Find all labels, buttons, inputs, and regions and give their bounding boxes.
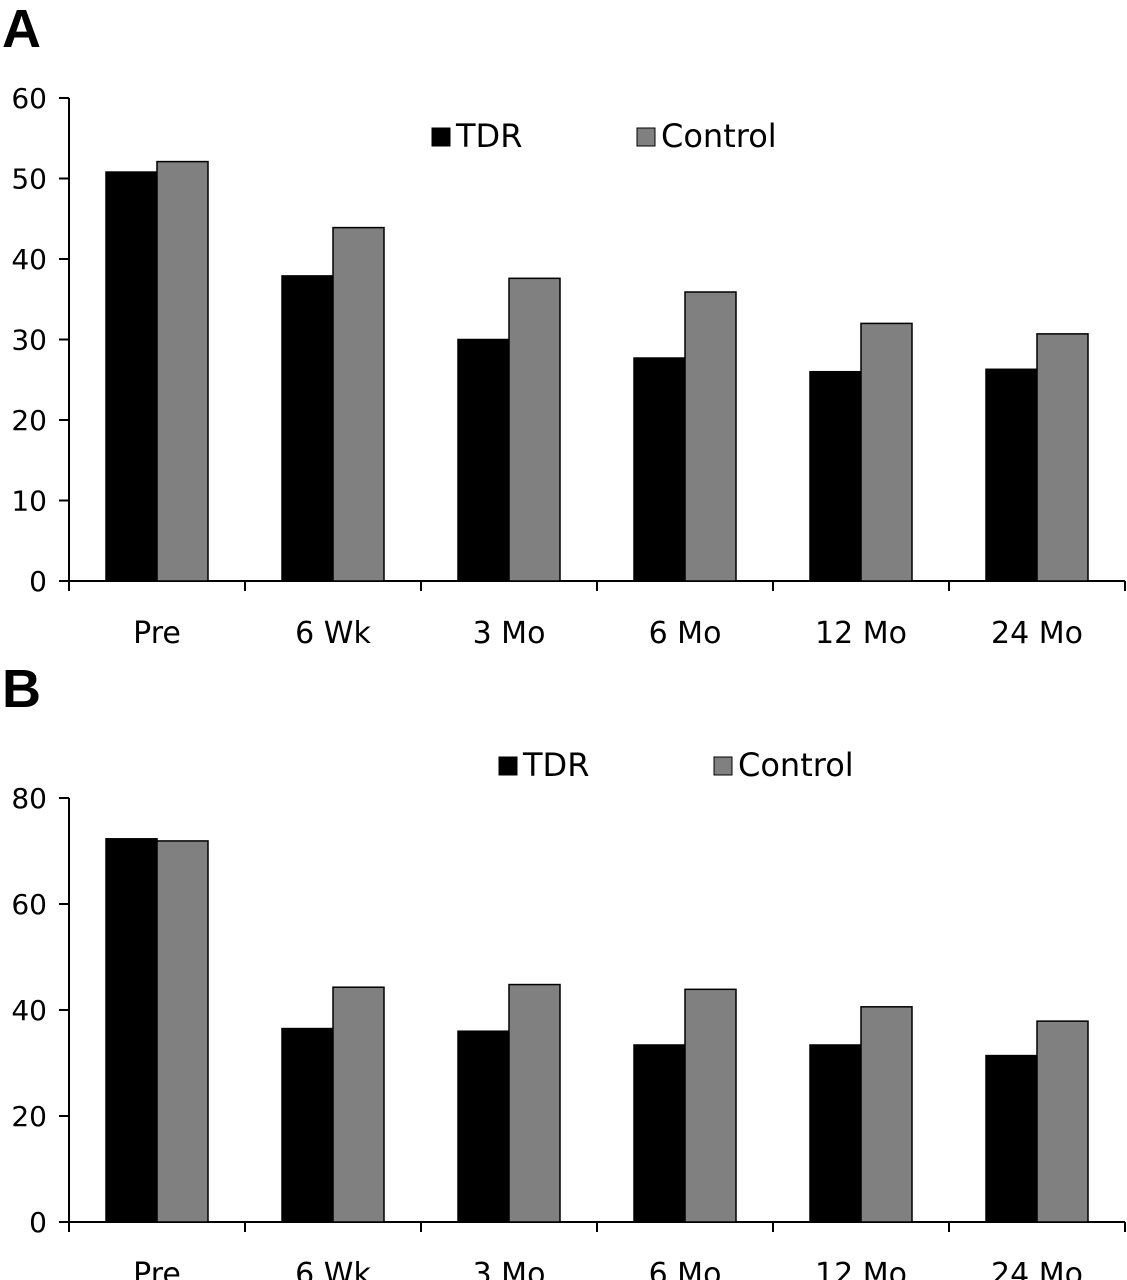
bar-control-6-mo	[684, 291, 737, 582]
bar-tdr-6-wk	[281, 1027, 334, 1223]
y-tick-label: 10	[11, 485, 47, 518]
chart-panel-a: A 0 10 20 30 40 50 60 Pre 6 Wk 3 Mo 6 Mo 12 Mo 24 Mo…	[2, 0, 1126, 651]
bar-chart-a: 0 10 20 30 40 50 60 Pre 6 Wk 3 Mo 6 Mo 12 Mo 24 Mo TD…	[11, 82, 1126, 651]
legend-label-tdr: TDR	[522, 746, 589, 784]
bar-control-6-wk	[332, 986, 385, 1223]
legend-swatch-tdr	[498, 756, 518, 776]
y-tick-label: 60	[11, 82, 47, 115]
y-tick-label: 50	[11, 163, 47, 196]
bar-tdr-12-mo	[809, 370, 862, 582]
bar-control-pre	[156, 160, 209, 582]
x-tick-label: 12 Mo	[815, 1257, 907, 1280]
x-tick-label: 3 Mo	[473, 1257, 546, 1280]
bar-tdr-6-wk	[281, 275, 334, 582]
legend-swatch-control	[636, 127, 656, 147]
bar-tdr-12-mo	[809, 1044, 862, 1223]
x-tick-label: 6 Mo	[649, 616, 722, 651]
y-tick-label: 20	[11, 1100, 47, 1133]
bar-tdr-24-mo	[985, 368, 1038, 582]
bar-control-6-mo	[684, 988, 737, 1223]
x-tick-label: 6 Mo	[649, 1257, 722, 1280]
legend-swatch-control	[713, 756, 733, 776]
bar-control-24-mo	[1036, 333, 1089, 582]
x-tick-label: 24 Mo	[991, 1257, 1083, 1280]
y-tick-label: 20	[11, 404, 47, 437]
x-tick-label: 3 Mo	[473, 616, 546, 651]
bar-control-24-mo	[1036, 1020, 1089, 1223]
bar-control-12-mo	[860, 322, 913, 582]
x-tick-label: Pre	[133, 1257, 181, 1280]
legend-label-tdr: TDR	[455, 117, 522, 155]
x-tick-label: Pre	[133, 616, 181, 651]
bar-control-3-mo	[508, 983, 561, 1223]
x-tick-label: 6 Wk	[295, 616, 371, 651]
chart-panel-b: B 0 20 40 60 80 Pre 6 Wk 3 Mo 6 Mo 12 Mo 24 Mo TDR C…	[0, 660, 1127, 1280]
x-tick-label: 24 Mo	[991, 616, 1083, 651]
bar-control-6-wk	[332, 226, 385, 582]
y-tick-label: 80	[11, 782, 47, 815]
bar-tdr-pre	[105, 171, 158, 582]
bar-tdr-pre	[105, 838, 158, 1223]
bar-tdr-6-mo	[633, 1044, 686, 1223]
panel-label-a: A	[2, 0, 41, 59]
bar-tdr-6-mo	[633, 357, 686, 582]
bar-control-3-mo	[508, 277, 561, 582]
bar-chart-b: 0 20 40 60 80 Pre 6 Wk 3 Mo 6 Mo 12 Mo 24 Mo TDR Con…	[11, 746, 1126, 1280]
legend-label-control: Control	[738, 746, 854, 784]
bar-control-pre	[156, 840, 209, 1223]
y-tick-label: 40	[11, 243, 47, 276]
panel-label-b: B	[2, 659, 41, 719]
x-tick-label: 6 Wk	[295, 1257, 371, 1280]
y-tick-label: 0	[29, 565, 47, 598]
x-tick-label: 12 Mo	[815, 616, 907, 651]
y-tick-label: 30	[11, 324, 47, 357]
bar-control-12-mo	[860, 1006, 913, 1223]
bar-tdr-24-mo	[985, 1054, 1038, 1223]
y-tick-label: 40	[11, 994, 47, 1027]
legend-swatch-tdr	[431, 127, 451, 147]
bar-tdr-3-mo	[457, 1030, 510, 1223]
bar-tdr-3-mo	[457, 338, 510, 582]
legend-label-control: Control	[661, 117, 777, 155]
y-tick-label: 60	[11, 888, 47, 921]
y-tick-label: 0	[29, 1206, 47, 1239]
